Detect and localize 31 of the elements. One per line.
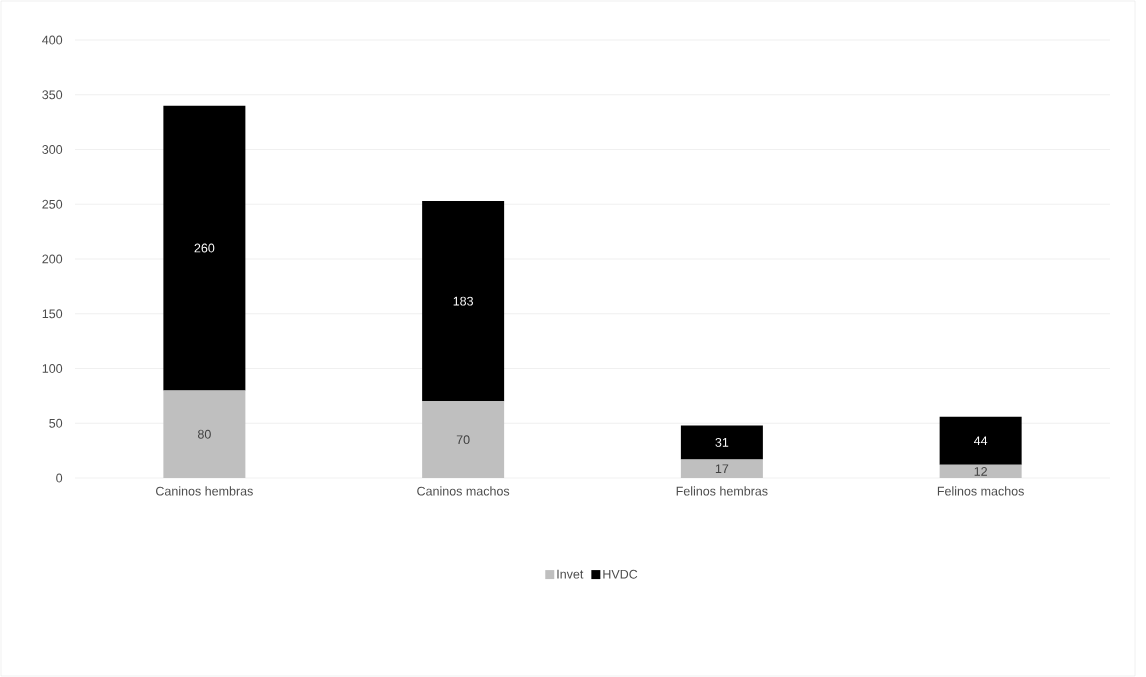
data-label: 260	[194, 243, 215, 253]
y-tick-label: 350	[42, 90, 63, 100]
bar	[163, 390, 246, 478]
x-tick-label: Felinos machos	[937, 486, 1024, 496]
x-tick-label: Felinos hembras	[676, 486, 768, 496]
x-tick-label: Caninos machos	[417, 486, 510, 496]
data-label: 12	[974, 467, 987, 476]
data-label: 31	[715, 437, 729, 447]
bar	[422, 200, 505, 402]
bar	[939, 416, 1022, 465]
data-label: 17	[715, 464, 729, 473]
y-tick-label: 300	[42, 145, 63, 154]
y-tick-label: 250	[42, 199, 63, 209]
bar	[422, 401, 505, 478]
y-tick-label: 150	[42, 309, 63, 319]
y-tick-label: 200	[42, 254, 63, 264]
y-tick-label: 400	[42, 35, 63, 45]
data-label: 70	[456, 435, 470, 445]
y-tick-label: 50	[49, 418, 63, 428]
bar	[163, 105, 246, 391]
x-tick-label: Caninos hembras	[156, 486, 253, 496]
data-label: 44	[973, 436, 988, 446]
legend-label: Invet	[557, 569, 584, 579]
legend-label: HVDC	[603, 569, 638, 579]
bar	[680, 425, 763, 460]
data-label: 183	[453, 296, 474, 306]
bar	[680, 459, 763, 478]
y-tick-label: 0	[56, 473, 63, 483]
bar	[939, 464, 1022, 478]
data-label: 80	[197, 429, 211, 439]
y-tick-label: 100	[42, 364, 63, 373]
